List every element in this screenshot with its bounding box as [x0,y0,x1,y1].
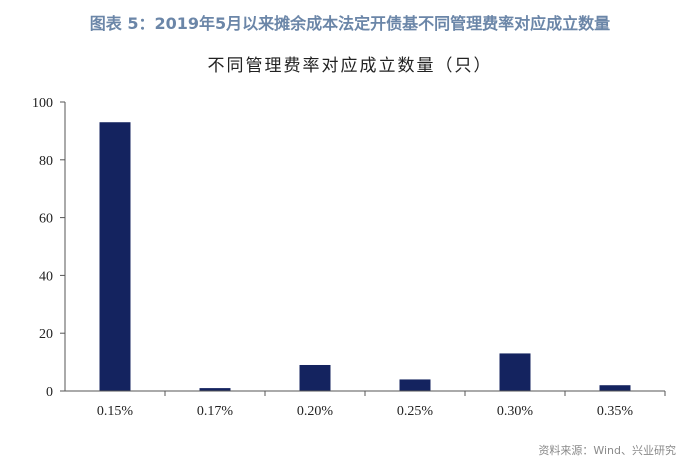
y-tick-label: 100 [32,96,53,111]
figure-title: 图表 5：2019年5月以来摊余成本法定开债基不同管理费率对应成立数量 [0,10,700,34]
y-tick-label: 80 [39,154,53,169]
chart-title: 不同管理费率对应成立数量（只） [207,56,493,76]
x-tick-label: 0.25% [397,404,434,419]
bar-0.17% [199,388,231,391]
bar-0.15% [99,122,131,391]
y-tick-label: 40 [39,269,53,284]
x-tick-label: 0.20% [297,404,334,419]
source-note: 资料来源：Wind、兴业研究 [538,444,676,457]
x-tick-label: 0.30% [497,404,534,419]
bar-0.35% [599,385,631,391]
y-tick-label: 60 [39,212,53,227]
y-tick-label: 20 [39,327,53,342]
x-tick-label: 0.35% [597,404,634,419]
bars [99,122,631,391]
x-axis-ticks: 0.15% 0.17% 0.20% 0.25% 0.30% 0.35% [97,391,666,419]
figure-title-text: 2019年5月以来摊余成本法定开债基不同管理费率对应成立数量 [154,14,611,33]
bar-0.20% [299,364,331,391]
x-tick-label: 0.15% [97,404,134,419]
bar-0.30% [499,353,531,391]
x-tick-label: 0.17% [197,404,234,419]
y-axis-ticks: 0 20 40 60 80 100 [32,96,65,400]
bar-0.25% [399,379,431,391]
y-tick-label: 0 [46,385,53,400]
figure-label: 图表 5： [89,14,155,33]
